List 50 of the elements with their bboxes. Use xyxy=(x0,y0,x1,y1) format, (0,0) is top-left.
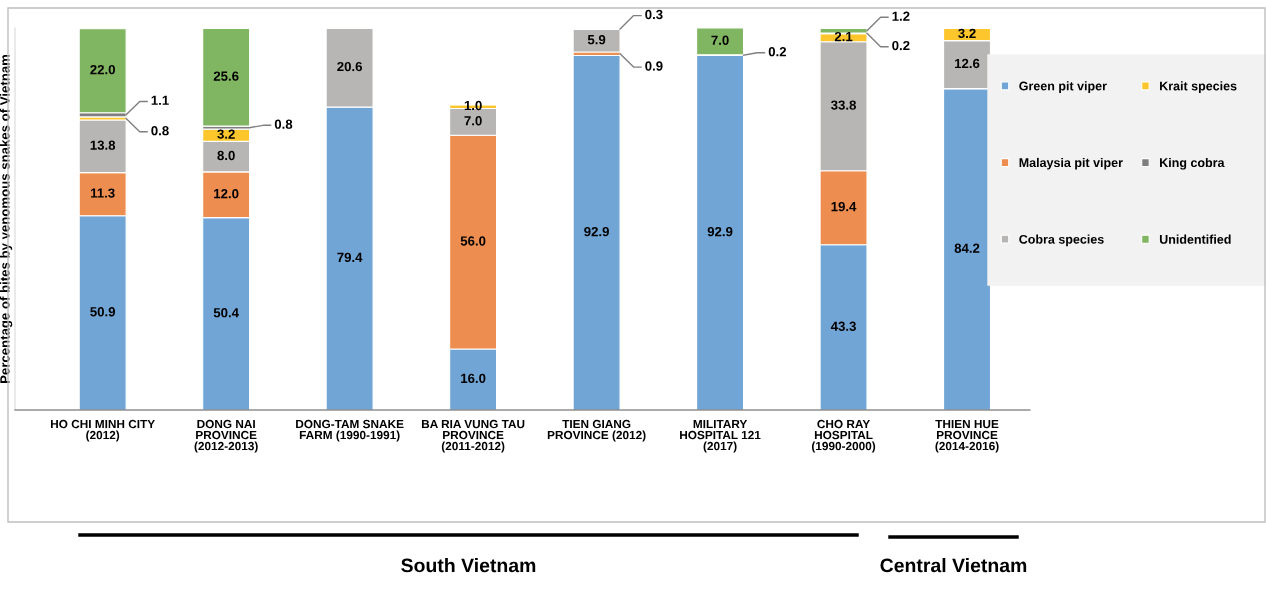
data-label: 16.0 xyxy=(461,373,486,384)
data-label: 12.6 xyxy=(955,58,980,69)
data-label: 22.0 xyxy=(90,64,115,75)
x-tick-label: DONG-TAM SNAKE FARM (1990-1991) xyxy=(296,419,404,442)
x-tick-label: TIEN GIANG PROVINCE (2012) xyxy=(547,419,646,442)
text: Central Vietnam xyxy=(880,558,1027,573)
data-label: 25.6 xyxy=(213,71,239,81)
data-label: 19.4 xyxy=(831,201,857,212)
data-label: 2.1 xyxy=(834,31,853,42)
data-label: 84.2 xyxy=(954,243,980,253)
data-label: 0.3 xyxy=(645,9,663,20)
data-label: 0.9 xyxy=(645,61,663,71)
x-tick-label: CHO RAY HOSPITAL (1990-2000) xyxy=(811,419,876,453)
data-label: 3.2 xyxy=(958,28,976,39)
legend-label: Krait species xyxy=(1160,81,1237,93)
data-label: 56.0 xyxy=(460,236,486,246)
x-tick-label: HO CHI MINH CITY (2012) xyxy=(50,419,155,442)
x-tick-label: BA RIA VUNG TAU PROVINCE (2011-2012) xyxy=(421,419,525,453)
data-label: 43.3 xyxy=(830,321,856,331)
data-label: 33.8 xyxy=(831,100,856,110)
legend-label: Cobra species xyxy=(1019,234,1104,247)
legend-label: Unidentified xyxy=(1159,234,1231,244)
data-label: 3.2 xyxy=(217,129,235,139)
x-tick-label: MILITARY HOSPITAL 121 (2017) xyxy=(680,419,761,453)
data-label: 1.1 xyxy=(151,95,169,105)
data-label: 7.0 xyxy=(711,35,729,45)
legend-label: Malaysia pit viper xyxy=(1019,157,1123,170)
data-label: 13.8 xyxy=(90,140,116,150)
x-tick-label: THIEN HUE PROVINCE (2014-2016) xyxy=(935,419,999,453)
x-tick-label: DONG NAI PROVINCE (2012-2013) xyxy=(194,419,258,453)
data-label: 8.0 xyxy=(217,150,235,161)
data-label: 12.0 xyxy=(214,188,239,199)
data-label: 0.8 xyxy=(274,119,293,129)
data-label: 0.8 xyxy=(151,126,169,136)
legend-label: King cobra xyxy=(1160,157,1225,170)
text: South Vietnam xyxy=(401,558,536,573)
y-axis-title: Percentage of bites by venomous snakes of Vietnam xyxy=(0,54,13,383)
data-label: 50.4 xyxy=(213,308,239,318)
data-label: 92.9 xyxy=(584,226,609,237)
data-label: 5.9 xyxy=(587,34,606,45)
data-label: 0.2 xyxy=(892,40,910,51)
legend-label: Green pit viper xyxy=(1019,81,1107,93)
data-label: 92.9 xyxy=(707,226,733,237)
data-label: 50.9 xyxy=(90,307,116,317)
data-label: 20.6 xyxy=(337,61,362,72)
data-label: 1.2 xyxy=(892,11,910,21)
data-label: 7.0 xyxy=(464,116,482,126)
data-label: 79.4 xyxy=(337,252,363,263)
data-label: 11.3 xyxy=(91,188,115,198)
data-label: 0.2 xyxy=(768,47,787,57)
